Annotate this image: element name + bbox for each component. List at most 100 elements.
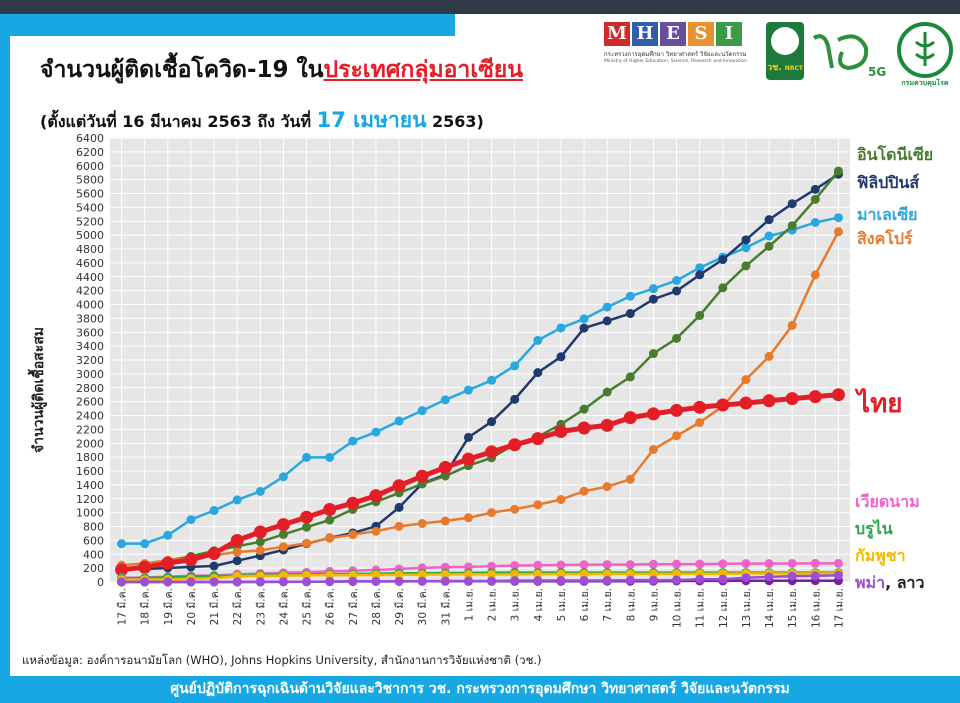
data-point	[463, 576, 473, 586]
x-tick-label: 11 เม.ย.	[695, 588, 707, 628]
data-point	[579, 560, 589, 570]
data-point	[556, 323, 566, 333]
data-point	[533, 560, 543, 570]
data-point	[741, 261, 751, 271]
title-text: จำนวนผู้ติดเชื้อโควิด-19 ใน	[40, 57, 324, 83]
data-point	[394, 502, 404, 512]
data-point	[510, 361, 520, 371]
data-point	[764, 351, 774, 361]
legend-label-brunei: บรูไน	[855, 519, 893, 538]
data-point	[579, 323, 589, 333]
x-tick-label: 25 มี.ค.	[301, 588, 314, 625]
data-point	[810, 194, 820, 204]
x-tick-label: 6 เม.ย.	[579, 588, 591, 621]
data-point	[672, 575, 682, 585]
data-point	[787, 571, 797, 581]
data-point	[556, 576, 566, 586]
data-point	[531, 432, 545, 446]
x-tick-label: 14 เม.ย.	[764, 588, 776, 628]
y-tick-label: 3200	[76, 354, 104, 367]
data-point	[207, 546, 221, 560]
y-tick-label: 4400	[76, 271, 104, 284]
data-point	[787, 221, 797, 231]
data-point	[672, 333, 682, 343]
data-point	[577, 421, 591, 435]
data-point	[533, 368, 543, 378]
title-highlight: ประเทศกลุ่มอาเซียน	[323, 57, 524, 83]
data-point	[533, 576, 543, 586]
data-point	[648, 349, 658, 359]
y-tick-label: 2400	[76, 410, 104, 423]
data-point	[417, 576, 427, 586]
data-point	[487, 569, 497, 579]
data-point	[833, 166, 843, 176]
data-point	[602, 482, 612, 492]
data-point	[787, 320, 797, 330]
data-point	[764, 572, 774, 582]
data-point	[695, 263, 705, 273]
data-point	[625, 372, 635, 382]
x-tick-label: 12 เม.ย.	[718, 588, 730, 628]
data-point	[810, 571, 820, 581]
data-point	[533, 335, 543, 345]
data-point	[625, 291, 635, 301]
y-tick-label: 5200	[76, 215, 104, 228]
x-tick-label: 17 มี.ค.	[116, 588, 129, 625]
data-point	[325, 570, 335, 580]
x-tick-label: 2 เม.ย.	[487, 588, 499, 621]
data-point	[741, 573, 751, 583]
data-point	[646, 407, 660, 421]
data-point	[625, 474, 635, 484]
data-point	[602, 387, 612, 397]
data-point	[625, 560, 635, 570]
data-point	[487, 561, 497, 571]
y-tick-label: 6200	[76, 146, 104, 159]
data-point	[695, 270, 705, 280]
nrct-logo: วช. NRCT	[766, 22, 804, 80]
y-tick-label: 3600	[76, 326, 104, 339]
data-point	[762, 394, 776, 408]
legend-label-indonesia: อินโดนีเซีย	[857, 145, 934, 164]
data-point	[554, 425, 568, 439]
mhesi-subtitle-thai: กระทรวงการอุดมศึกษา วิทยาศาสตร์ วิจัยและ…	[604, 51, 747, 58]
chart-title: จำนวนผู้ติดเชื้อโควิด-19 ในประเทศกลุ่มอา…	[40, 52, 523, 88]
data-point	[625, 309, 635, 319]
left-accent-bar	[0, 36, 10, 676]
y-tick-label: 4000	[76, 299, 104, 312]
data-point	[579, 575, 589, 585]
data-point	[693, 400, 707, 414]
y-tick-label: 200	[83, 562, 104, 575]
x-tick-label: 15 เม.ย.	[787, 588, 799, 628]
data-point	[510, 576, 520, 586]
data-point	[302, 538, 312, 548]
data-point	[232, 577, 242, 587]
data-point	[278, 577, 288, 587]
data-point	[579, 486, 589, 496]
legend-label-myanmar-laos: พม่า, ลาว	[855, 573, 925, 592]
data-point	[371, 570, 381, 580]
ddc-logo-text: กรมควบคุมโรค	[901, 79, 949, 87]
data-point	[184, 553, 198, 567]
y-tick-label: 800	[83, 521, 104, 534]
y-tick-label: 2000	[76, 437, 104, 450]
data-point	[487, 508, 497, 518]
data-point	[648, 444, 658, 454]
nrct-emblem-icon	[771, 27, 799, 55]
ddc-emblem-icon	[897, 22, 953, 78]
mhesi-letter: H	[632, 22, 658, 46]
mhesi-letter: M	[604, 22, 630, 46]
data-point	[186, 515, 196, 525]
data-point	[138, 560, 152, 574]
data-point	[278, 529, 288, 539]
data-point	[787, 558, 797, 568]
data-point	[463, 432, 473, 442]
data-point	[394, 416, 404, 426]
data-point	[533, 569, 543, 579]
data-point	[556, 352, 566, 362]
data-point	[302, 577, 312, 587]
data-point	[209, 577, 219, 587]
x-tick-label: 13 เม.ย.	[741, 588, 753, 628]
data-point	[510, 561, 520, 571]
data-point	[163, 530, 173, 540]
subtitle-text-start: (ตั้งแต่วันที่ 16 มีนาคม 2563 ถึง วันที่	[40, 112, 317, 131]
